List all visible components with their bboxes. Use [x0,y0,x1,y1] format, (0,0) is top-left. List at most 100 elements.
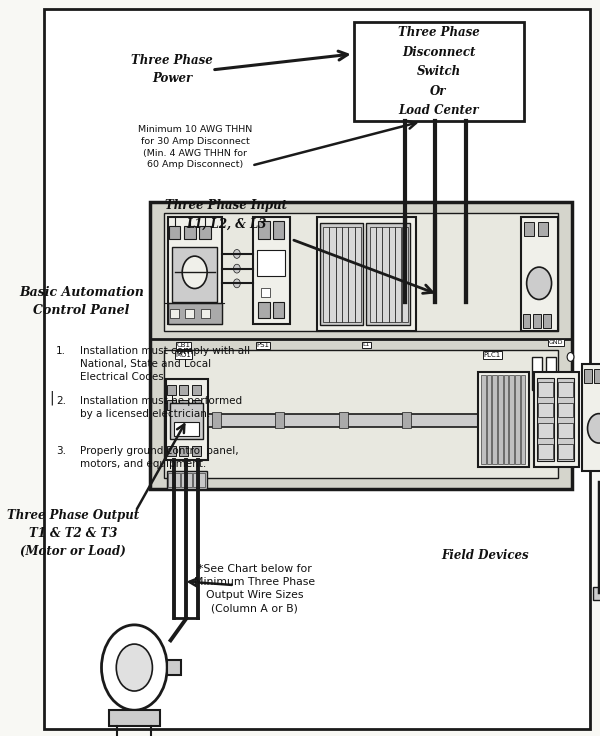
Text: Three Phase
Disconnect
Switch
Or
Load Center: Three Phase Disconnect Switch Or Load Ce… [398,26,479,117]
Bar [191,400,200,410]
Bar [538,423,553,438]
Circle shape [567,353,574,361]
Circle shape [116,644,152,691]
Text: MO1: MO1 [176,352,191,358]
Bar [481,375,485,464]
Bar [493,375,497,464]
Bar [212,412,221,428]
Bar [170,309,179,318]
Bar [191,385,200,395]
Bar [172,247,217,302]
Circle shape [233,264,240,273]
Bar [168,303,221,324]
Bar [523,314,530,328]
Text: Basic Automation
Control Panel: Basic Automation Control Panel [19,286,144,317]
Text: Three Phase
Power: Three Phase Power [131,54,213,85]
Bar [355,227,361,322]
Bar [199,226,211,239]
Bar [199,473,205,487]
Bar [538,222,548,236]
Bar [593,587,600,600]
Bar [521,375,525,464]
Bar [191,446,200,456]
Bar [320,223,364,325]
Bar [338,412,347,428]
Bar [401,227,408,322]
Text: *See Chart below for
Minimum Three Phase
Output Wire Sizes
(Column A or B): *See Chart below for Minimum Three Phase… [194,564,315,614]
Circle shape [587,414,600,443]
Circle shape [233,250,240,258]
Bar [558,423,573,438]
Bar [537,378,554,461]
Bar [167,400,176,410]
Text: 2.: 2. [56,396,66,406]
Bar [487,375,491,464]
Bar [169,226,180,239]
Bar [185,309,194,318]
Circle shape [182,256,207,289]
Bar [353,22,524,121]
Bar [272,302,284,318]
Bar [169,473,173,487]
Bar [524,222,534,236]
Bar [584,369,592,383]
Bar [317,217,416,331]
Bar [509,375,514,464]
Text: 1.: 1. [56,346,66,356]
Text: PS1: PS1 [256,342,269,348]
Bar [534,372,579,467]
Bar [498,375,503,464]
Bar [179,446,188,456]
Text: Three Phase Input
L1, L2, & L3: Three Phase Input L1, L2, & L3 [165,199,287,230]
Circle shape [233,279,240,288]
Bar [257,250,285,276]
Bar [329,227,335,322]
Bar [179,400,188,410]
Bar [558,403,573,417]
Text: Installation must comply with all
National, State and Local
Electrical Codes.: Installation must comply with all Nation… [80,346,250,381]
Bar [595,369,600,383]
Bar [367,223,410,325]
Text: Three Phase Output
T1 & T2 & T3
(Motor or Load): Three Phase Output T1 & T2 & T3 (Motor o… [7,509,139,558]
Bar [200,309,209,318]
Text: Installation must be performed
by a licensed electrician.: Installation must be performed by a lice… [80,396,242,419]
Bar [181,473,186,487]
Bar [389,227,395,322]
Text: Properly ground control panel,
motors, and equipment.: Properly ground control panel, motors, a… [80,446,239,469]
Bar [395,227,401,322]
Bar [538,382,553,397]
Bar [193,473,199,487]
Bar [167,660,181,675]
Bar [149,202,572,489]
Bar [370,227,376,322]
Text: PLC1: PLC1 [484,352,501,358]
Bar [546,357,556,390]
Text: Field Devices: Field Devices [442,549,529,562]
Circle shape [527,267,551,300]
Bar [208,414,478,427]
Bar [187,473,192,487]
Bar [533,314,541,328]
Text: Minimum 10 AWG THHN
for 30 Amp Disconnect
(Min. 4 AWG THHN for
60 Amp Disconnect: Minimum 10 AWG THHN for 30 Amp Disconnec… [138,125,252,169]
Bar [558,382,573,397]
Bar [515,375,520,464]
Bar [167,385,176,395]
Bar [179,385,188,395]
Bar [538,403,553,417]
Bar [342,227,348,322]
Text: GND: GND [548,340,563,345]
Bar [582,364,600,471]
Bar [402,412,411,428]
Bar [253,217,290,324]
Text: L1: L1 [362,342,370,347]
Bar [170,403,203,439]
Bar [259,302,270,318]
Bar [272,221,284,239]
Bar [503,375,508,464]
Bar [164,350,557,478]
Bar [261,289,270,297]
Bar [532,357,542,390]
Bar [167,471,207,489]
Bar [174,422,199,436]
Bar [164,213,557,331]
